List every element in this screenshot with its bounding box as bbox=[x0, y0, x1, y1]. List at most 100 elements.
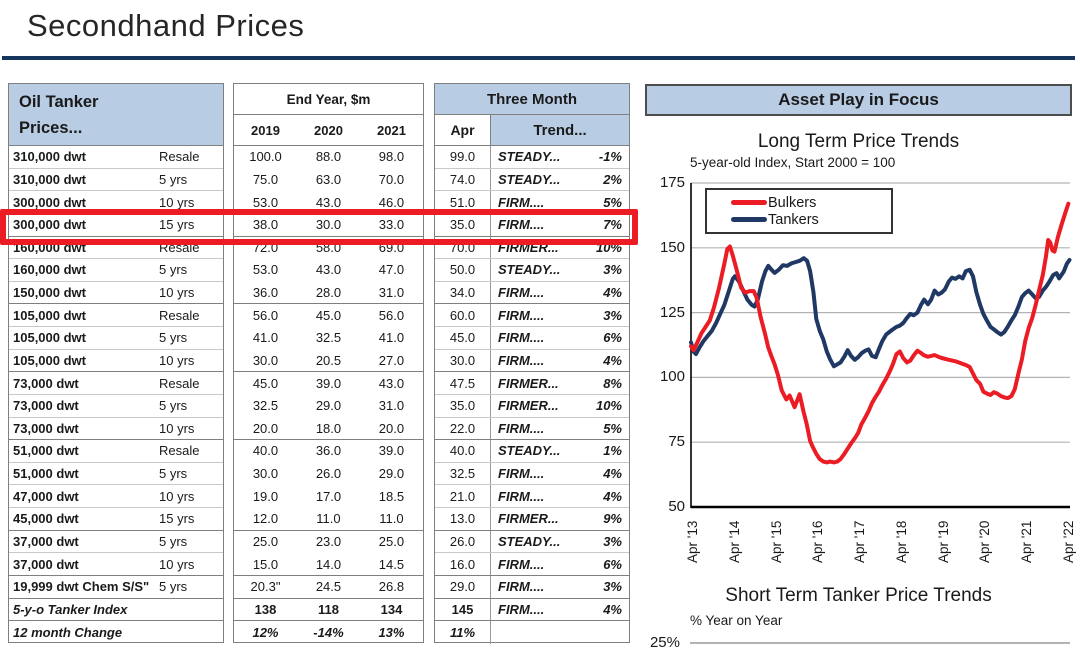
end-year-prices-table: End Year, $m 2019 2020 2021 100.0 88.0 98.… bbox=[233, 83, 424, 643]
table-row: 32.5 29.0 31.0 bbox=[252, 398, 405, 414]
table-row: 150,000 dwt 10 yrs bbox=[9, 282, 223, 305]
oil-tanker-table-header: Oil Tanker Prices... bbox=[9, 84, 223, 146]
chart-legend: Bulkers Tankers bbox=[705, 188, 893, 234]
end-year-table-rows: 100.0 88.0 98.0 75.0 63.0 70.0 53.0 43.0 46.0 38.… bbox=[234, 146, 423, 642]
table-row: 32.5 FIRM.... 4% bbox=[435, 462, 629, 486]
end-year-years-row: 2019 2020 2021 bbox=[234, 115, 423, 146]
table-row: 13.0 FIRMER... 9% bbox=[435, 508, 629, 531]
table-row: 12.0 11.0 11.0 bbox=[234, 508, 423, 531]
y-axis-tick-label: 100 bbox=[659, 368, 685, 386]
table-row: 20.3" 24.5 26.8 bbox=[234, 576, 423, 599]
table-row: 53.0 43.0 46.0 bbox=[252, 194, 405, 210]
table-row: 100.0 88.0 98.0 bbox=[249, 149, 405, 165]
year-col-2020: 2020 bbox=[314, 122, 343, 138]
legend-item-bulkers: Bulkers bbox=[731, 194, 891, 211]
x-axis-tick-label: Apr '15 bbox=[768, 520, 784, 563]
x-axis-tick-label: Apr '16 bbox=[810, 520, 826, 563]
table-row: 25.0 23.0 25.0 bbox=[252, 533, 405, 549]
table-row: 30.0 FIRM.... 4% bbox=[435, 349, 629, 373]
table-row: 22.0 FIRM.... 5% bbox=[435, 417, 629, 441]
table-row: 51,000 dwt 5 yrs bbox=[9, 463, 223, 486]
legend-label-tankers: Tankers bbox=[768, 211, 819, 228]
highlight-annotation-box bbox=[0, 209, 638, 245]
oil-tanker-table-rows: 310,000 dwt Resale 310,000 dwt 5 yrs 300,000… bbox=[9, 146, 223, 642]
chart-subtitle: 5-year-old Index, Start 2000 = 100 bbox=[690, 155, 896, 170]
y-axis-tick-label: 175 bbox=[659, 174, 685, 191]
table-row: 73,000 dwt 10 yrs bbox=[9, 418, 223, 441]
table-row: 75.0 63.0 70.0 bbox=[252, 171, 405, 187]
short-term-top-gridline bbox=[690, 642, 1070, 644]
oil-tanker-prices-table: Oil Tanker Prices... 310,000 dwt Resale 31… bbox=[8, 83, 224, 643]
table-row: 160,000 dwt 5 yrs bbox=[9, 259, 223, 282]
x-axis-tick-label: Apr '18 bbox=[893, 520, 909, 563]
three-month-trend-table: Three Month Apr Trend... 99.0 STEADY... -1… bbox=[434, 83, 630, 644]
y-axis-tick-label: 150 bbox=[659, 238, 685, 256]
table-row: 105,000 dwt 10 yrs bbox=[9, 350, 223, 373]
table-row: 15.0 14.0 14.5 bbox=[234, 553, 423, 576]
short-term-chart-subtitle: % Year on Year bbox=[690, 613, 783, 628]
year-col-2019: 2019 bbox=[251, 122, 280, 138]
table-row: 138 118 134 bbox=[234, 599, 423, 622]
y-axis-tick-label: 125 bbox=[659, 303, 685, 321]
table-row: 45.0 FIRM.... 6% bbox=[435, 327, 629, 350]
table-row: 35.0 FIRM.... 7% bbox=[435, 213, 629, 237]
tankers-line-swatch bbox=[731, 217, 767, 222]
table-row: 310,000 dwt Resale bbox=[9, 146, 223, 169]
table-row: 145 FIRM.... 4% bbox=[435, 598, 629, 622]
table-row: 26.0 STEADY... 3% bbox=[435, 530, 629, 554]
page-title: Secondhand Prices bbox=[27, 8, 305, 43]
table-row: 16.0 FIRM.... 6% bbox=[435, 553, 629, 576]
table-row: 73,000 dwt Resale bbox=[9, 372, 223, 395]
y-axis-tick-label: 75 bbox=[668, 433, 685, 451]
bulkers-line-swatch bbox=[731, 200, 767, 205]
table-row: 40.0 STEADY... 1% bbox=[435, 440, 629, 463]
table-row: 38.0 30.0 33.0 bbox=[234, 214, 423, 237]
x-axis-tick-label: Apr '22 bbox=[1061, 520, 1076, 563]
end-year-header: End Year, $m bbox=[234, 84, 423, 115]
table-row: 35.0 FIRMER... 10% bbox=[435, 394, 629, 418]
three-month-table-rows: 99.0 STEADY... -1% 74.0 STEADY... 2% 51.0 FIRM.… bbox=[435, 146, 629, 644]
table-row: 19,999 dwt Chem S/S" 5 yrs bbox=[9, 576, 223, 599]
table-row: 30.0 20.5 27.0 bbox=[234, 350, 423, 373]
table-row: 99.0 STEADY... -1% bbox=[435, 146, 629, 169]
table-row: 41.0 32.5 41.0 bbox=[252, 330, 405, 346]
oil-tanker-header-line1: Oil Tanker bbox=[19, 92, 99, 111]
table-row: 73,000 dwt 5 yrs bbox=[9, 395, 223, 418]
table-row: 47.5 FIRMER... 8% bbox=[435, 372, 629, 395]
chart-title: Long Term Price Trends bbox=[757, 131, 960, 152]
table-row: 56.0 45.0 56.0 bbox=[252, 307, 405, 323]
x-axis-tick-label: Apr '19 bbox=[935, 520, 951, 563]
table-row: 310,000 dwt 5 yrs bbox=[9, 169, 223, 192]
table-row: 300,000 dwt 15 yrs bbox=[9, 214, 223, 237]
short-term-chart-title: Short Term Tanker Price Trends bbox=[725, 585, 992, 606]
short-term-first-ytick: 25% bbox=[649, 634, 680, 651]
table-row: 12 month Change bbox=[13, 624, 123, 640]
long-term-chart: Long Term Price Trends 5-year-old Index,… bbox=[645, 125, 1080, 645]
year-col-2021: 2021 bbox=[377, 122, 406, 138]
table-row: 47,000 dwt 10 yrs bbox=[9, 485, 223, 508]
table-row: 105,000 dwt 5 yrs bbox=[9, 327, 223, 350]
table-row: 34.0 FIRM.... 4% bbox=[435, 281, 629, 305]
oil-tanker-header-line2: Prices... bbox=[19, 118, 83, 137]
title-underline bbox=[2, 56, 1075, 60]
table-row: 74.0 STEADY... 2% bbox=[435, 168, 629, 192]
apr-column-header: Apr bbox=[435, 115, 491, 145]
table-row: 51,000 dwt Resale bbox=[9, 440, 223, 463]
three-month-header: Three Month bbox=[435, 84, 629, 115]
table-row: 21.0 FIRM.... 4% bbox=[435, 485, 629, 508]
table-row: 60.0 FIRM.... 3% bbox=[435, 304, 629, 327]
table-row: 19.0 17.0 18.5 bbox=[252, 488, 405, 504]
bulkers-series-line bbox=[689, 201, 1071, 465]
table-row: 20.0 18.0 20.0 bbox=[234, 418, 423, 441]
x-axis-tick-label: Apr '14 bbox=[726, 520, 742, 563]
table-row: 105,000 dwt Resale bbox=[9, 304, 223, 327]
trend-column-header: Trend... bbox=[491, 115, 629, 145]
table-row: 45.0 39.0 43.0 bbox=[252, 375, 405, 391]
table-row: 53.0 43.0 47.0 bbox=[252, 262, 405, 278]
table-row: 300,000 dwt 10 yrs bbox=[9, 191, 223, 214]
table-row: 30.0 26.0 29.0 bbox=[252, 466, 405, 482]
legend-label-bulkers: Bulkers bbox=[768, 194, 817, 211]
table-row: 12% -14% 13% bbox=[252, 624, 405, 640]
table-row: 37,000 dwt 5 yrs bbox=[9, 531, 223, 554]
